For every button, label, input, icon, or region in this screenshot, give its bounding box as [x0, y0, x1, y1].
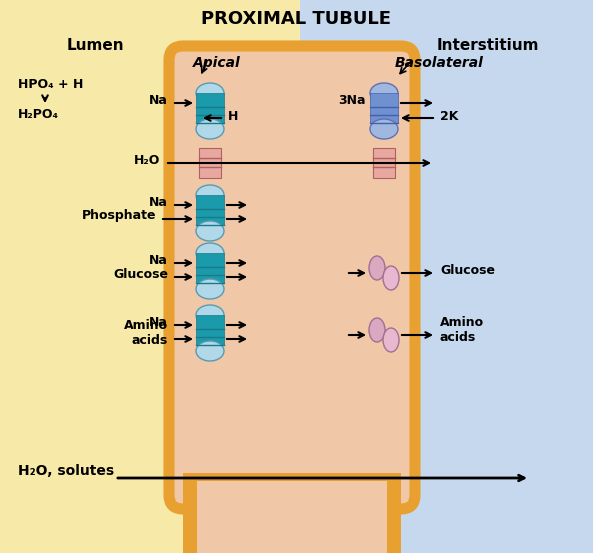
Text: Phosphate: Phosphate	[81, 210, 156, 222]
Bar	[199, 148, 221, 178]
Bar	[196, 253, 224, 283]
Ellipse shape	[196, 279, 224, 299]
Ellipse shape	[370, 83, 398, 103]
Text: H₂O: H₂O	[133, 154, 160, 166]
Text: 3Na: 3Na	[339, 93, 366, 107]
Text: Na: Na	[149, 316, 168, 328]
Ellipse shape	[196, 243, 224, 263]
Bar	[197, 481, 387, 553]
Ellipse shape	[383, 266, 399, 290]
Text: H₂PO₄: H₂PO₄	[18, 108, 59, 122]
Ellipse shape	[369, 256, 385, 280]
Text: Apical: Apical	[193, 56, 241, 70]
Text: Interstitium: Interstitium	[437, 38, 539, 53]
Ellipse shape	[196, 221, 224, 241]
Text: Glucose: Glucose	[440, 263, 495, 276]
Text: Basolateral: Basolateral	[395, 56, 484, 70]
Text: PROXIMAL TUBULE: PROXIMAL TUBULE	[201, 10, 391, 28]
Ellipse shape	[383, 328, 399, 352]
Text: HPO₄ + H: HPO₄ + H	[18, 79, 84, 91]
Ellipse shape	[196, 341, 224, 361]
Bar	[0, 0, 300, 553]
FancyBboxPatch shape	[169, 46, 415, 509]
Text: Glucose: Glucose	[113, 268, 168, 280]
Text: 2K: 2K	[440, 109, 458, 123]
Bar	[196, 195, 224, 225]
Text: Na: Na	[149, 93, 168, 107]
Bar	[183, 473, 401, 553]
Ellipse shape	[196, 83, 224, 103]
Ellipse shape	[196, 185, 224, 205]
Bar	[196, 315, 224, 345]
Bar	[370, 93, 398, 123]
Bar	[196, 93, 224, 123]
Ellipse shape	[196, 305, 224, 325]
Ellipse shape	[196, 119, 224, 139]
Text: Lumen: Lumen	[66, 38, 124, 53]
Text: H₂O, solutes: H₂O, solutes	[18, 464, 114, 478]
Bar	[373, 148, 395, 178]
Text: H: H	[228, 109, 238, 123]
Ellipse shape	[370, 119, 398, 139]
Bar	[300, 0, 593, 553]
Text: Amino
acids: Amino acids	[440, 316, 484, 344]
Text: Na: Na	[149, 196, 168, 208]
Text: Na: Na	[149, 253, 168, 267]
Ellipse shape	[369, 318, 385, 342]
Text: Amino
acids: Amino acids	[124, 319, 168, 347]
